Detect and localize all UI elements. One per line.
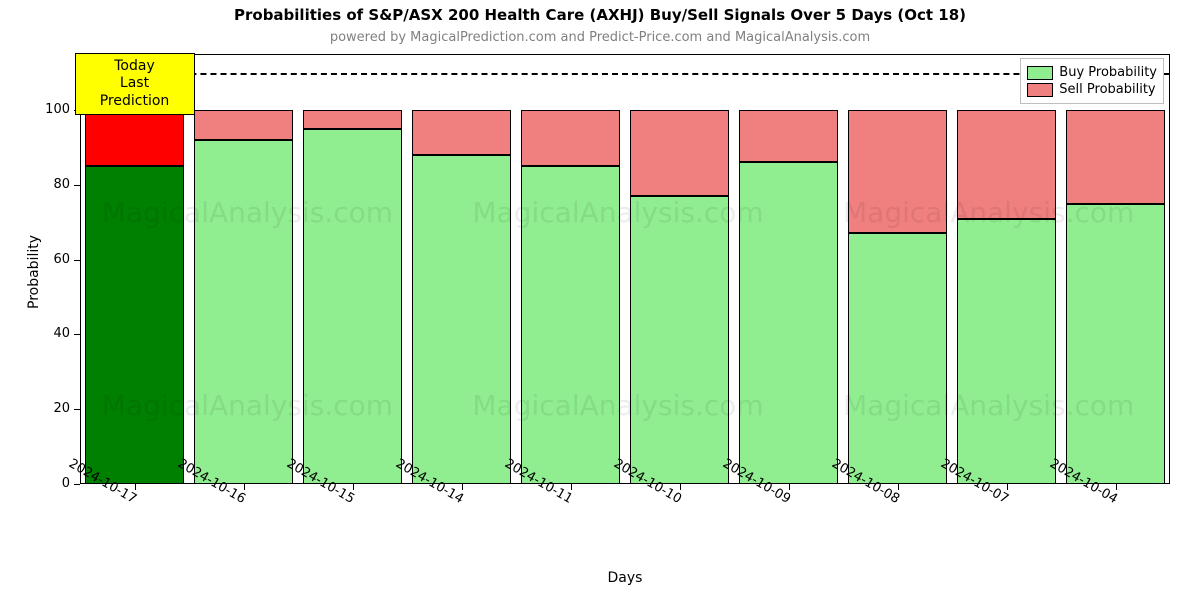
bar-sell: [412, 110, 510, 155]
x-tick: [789, 484, 790, 490]
callout-line1: Today: [86, 58, 184, 76]
bar-buy: [957, 219, 1055, 484]
x-tick: [353, 484, 354, 490]
bar-buy: [630, 196, 728, 484]
legend-item-sell: Sell Probability: [1027, 82, 1157, 97]
legend-label-buy: Buy Probability: [1059, 65, 1157, 80]
callout-line2: Last Prediction: [86, 75, 184, 110]
today-callout: Today Last Prediction: [75, 53, 195, 116]
y-tick-label: 20: [34, 401, 70, 416]
chart-title: Probabilities of S&P/ASX 200 Health Care…: [0, 6, 1200, 24]
y-tick-label: 40: [34, 326, 70, 341]
bar-sell: [194, 110, 292, 140]
bar-sell: [739, 110, 837, 162]
bar-sell: [1066, 110, 1164, 203]
y-tick: [74, 260, 80, 261]
bar-sell: [848, 110, 946, 233]
x-axis-label: Days: [80, 570, 1170, 586]
legend-swatch-sell: [1027, 83, 1053, 97]
bar-sell: [521, 110, 619, 166]
x-tick: [571, 484, 572, 490]
legend-label-sell: Sell Probability: [1059, 82, 1155, 97]
y-tick-label: 0: [34, 476, 70, 491]
x-tick: [680, 484, 681, 490]
legend-item-buy: Buy Probability: [1027, 65, 1157, 80]
y-axis-label: Probability: [26, 235, 42, 309]
y-tick: [74, 334, 80, 335]
bar-sell: [957, 110, 1055, 218]
dashed-reference-line: [80, 73, 1170, 75]
x-tick: [244, 484, 245, 490]
y-tick: [74, 409, 80, 410]
bar-buy: [739, 162, 837, 484]
y-tick-label: 80: [34, 177, 70, 192]
y-tick-label: 100: [34, 102, 70, 117]
bar-buy: [303, 129, 401, 484]
x-tick: [135, 484, 136, 490]
y-tick-label: 60: [34, 252, 70, 267]
chart-subtitle: powered by MagicalPrediction.com and Pre…: [0, 30, 1200, 45]
bar-sell: [85, 110, 183, 166]
x-tick: [1116, 484, 1117, 490]
legend: Buy Probability Sell Probability: [1020, 58, 1164, 104]
x-tick: [462, 484, 463, 490]
bar-buy: [412, 155, 510, 484]
legend-swatch-buy: [1027, 66, 1053, 80]
x-tick: [898, 484, 899, 490]
y-tick: [74, 484, 80, 485]
bar-buy: [85, 166, 183, 484]
bar-sell: [630, 110, 728, 196]
bar-buy: [848, 233, 946, 484]
bar-buy: [1066, 204, 1164, 484]
x-tick: [1007, 484, 1008, 490]
bar-buy: [521, 166, 619, 484]
bar-buy: [194, 140, 292, 484]
y-tick: [74, 185, 80, 186]
bar-sell: [303, 110, 401, 129]
